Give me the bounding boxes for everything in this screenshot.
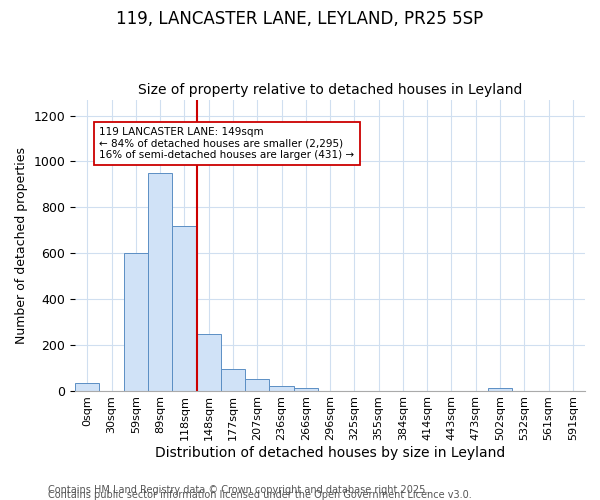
Text: 119 LANCASTER LANE: 149sqm
← 84% of detached houses are smaller (2,295)
16% of s: 119 LANCASTER LANE: 149sqm ← 84% of deta… [100,127,355,160]
Bar [172,226,197,390]
Bar [148,173,172,390]
Title: Size of property relative to detached houses in Leyland: Size of property relative to detached ho… [138,83,522,97]
Bar [75,382,100,390]
Bar [269,386,293,390]
Text: Contains HM Land Registry data © Crown copyright and database right 2025.: Contains HM Land Registry data © Crown c… [48,485,428,495]
Bar [124,253,148,390]
Text: 119, LANCASTER LANE, LEYLAND, PR25 5SP: 119, LANCASTER LANE, LEYLAND, PR25 5SP [116,10,484,28]
Bar [221,369,245,390]
Bar [245,379,269,390]
X-axis label: Distribution of detached houses by size in Leyland: Distribution of detached houses by size … [155,446,505,460]
Text: Contains public sector information licensed under the Open Government Licence v3: Contains public sector information licen… [48,490,472,500]
Y-axis label: Number of detached properties: Number of detached properties [15,146,28,344]
Bar [197,334,221,390]
Bar [488,388,512,390]
Bar [293,388,318,390]
